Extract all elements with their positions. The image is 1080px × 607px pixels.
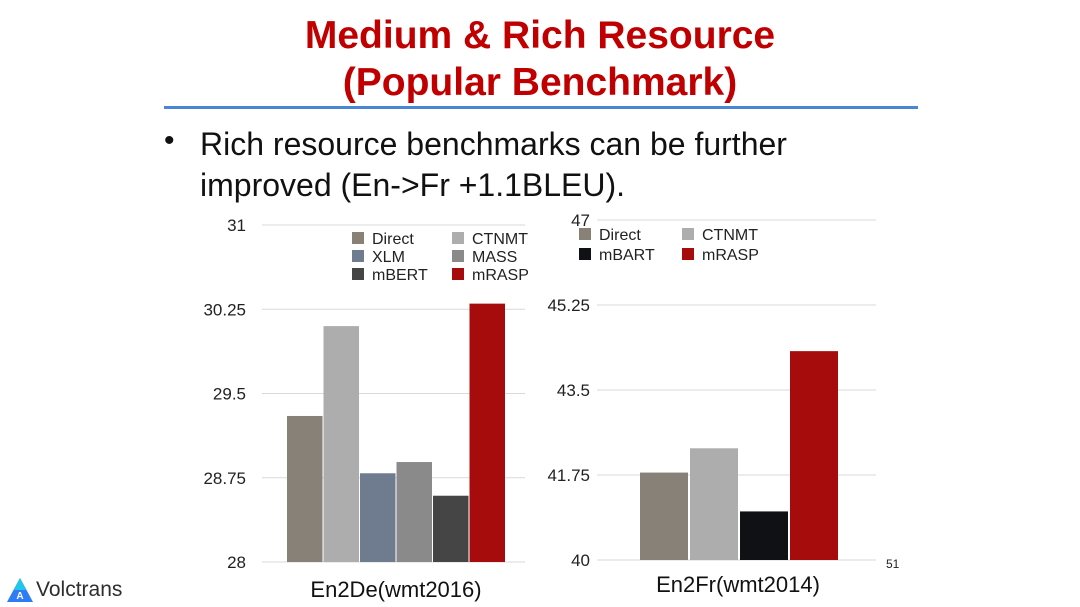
legend-label-mrasp: mRASP [702, 247, 759, 264]
y-tick-label: 29.5 [213, 385, 246, 404]
legend-swatch-xlm [352, 250, 364, 262]
y-tick-label: 28.75 [203, 469, 246, 488]
legend-label-ctnmt: CTNMT [472, 231, 528, 248]
legend-label-mrasp: mRASP [472, 267, 529, 284]
bar-mrasp [790, 351, 838, 560]
legend-swatch-mrasp [682, 248, 694, 260]
legend-label-direct: Direct [599, 227, 641, 244]
y-tick-label: 28 [227, 553, 246, 572]
x-axis-label: En2Fr(wmt2014) [656, 572, 820, 597]
page-number: 51 [886, 557, 900, 571]
bar-xlm [360, 473, 396, 562]
x-axis-label: En2De(wmt2016) [310, 577, 481, 602]
legend-label-ctnmt: CTNMT [702, 227, 758, 244]
bar-mbert [433, 495, 469, 562]
slide-title: Medium & Rich Resource (Popular Benchmar… [160, 12, 920, 106]
volctrans-logo-icon: A [7, 578, 33, 602]
bar-mass [396, 462, 432, 562]
legend-swatch-mbart [579, 248, 591, 260]
legend-swatch-direct [352, 232, 364, 244]
y-tick-label: 40 [571, 551, 590, 570]
legend-label-direct: Direct [372, 231, 414, 248]
legend-swatch-mrasp [452, 268, 464, 280]
slide-title-line-2: (Popular Benchmark) [342, 61, 738, 104]
legend-swatch-ctnmt [452, 232, 464, 244]
bar-mrasp [469, 303, 505, 562]
bar-ctnmt [690, 448, 738, 560]
bar-direct [640, 472, 688, 560]
y-tick-label: 45.25 [547, 296, 590, 315]
slide-title-line-1: Medium & Rich Resource [304, 14, 776, 57]
bar-direct [287, 415, 323, 562]
legend-label-mbert: mBERT [372, 267, 428, 284]
bar-ctnmt [323, 326, 359, 562]
title-underline [164, 106, 918, 109]
y-tick-label: 30.25 [203, 300, 246, 319]
legend-swatch-mbert [352, 268, 364, 280]
y-tick-label: 47 [571, 211, 590, 230]
y-tick-label: 43.5 [557, 381, 590, 400]
y-tick-label: 41.75 [547, 466, 590, 485]
logo-text: Volctrans [36, 578, 123, 601]
bullet-text: Rich resource benchmarks can be further … [200, 126, 787, 203]
logo-mark-letter: A [16, 591, 23, 602]
volctrans-logo: A Volctrans [6, 576, 122, 604]
legend-label-mass: MASS [472, 249, 517, 266]
bar-mbart [740, 511, 788, 560]
legend-label-mbart: mBART [599, 247, 655, 264]
legend-swatch-mass [452, 250, 464, 262]
bullet-dot-icon: • [164, 124, 175, 157]
legend-label-xlm: XLM [372, 249, 405, 266]
y-tick-label: 31 [227, 216, 246, 235]
legend-swatch-ctnmt [682, 228, 694, 240]
legend-swatch-direct [579, 228, 591, 240]
